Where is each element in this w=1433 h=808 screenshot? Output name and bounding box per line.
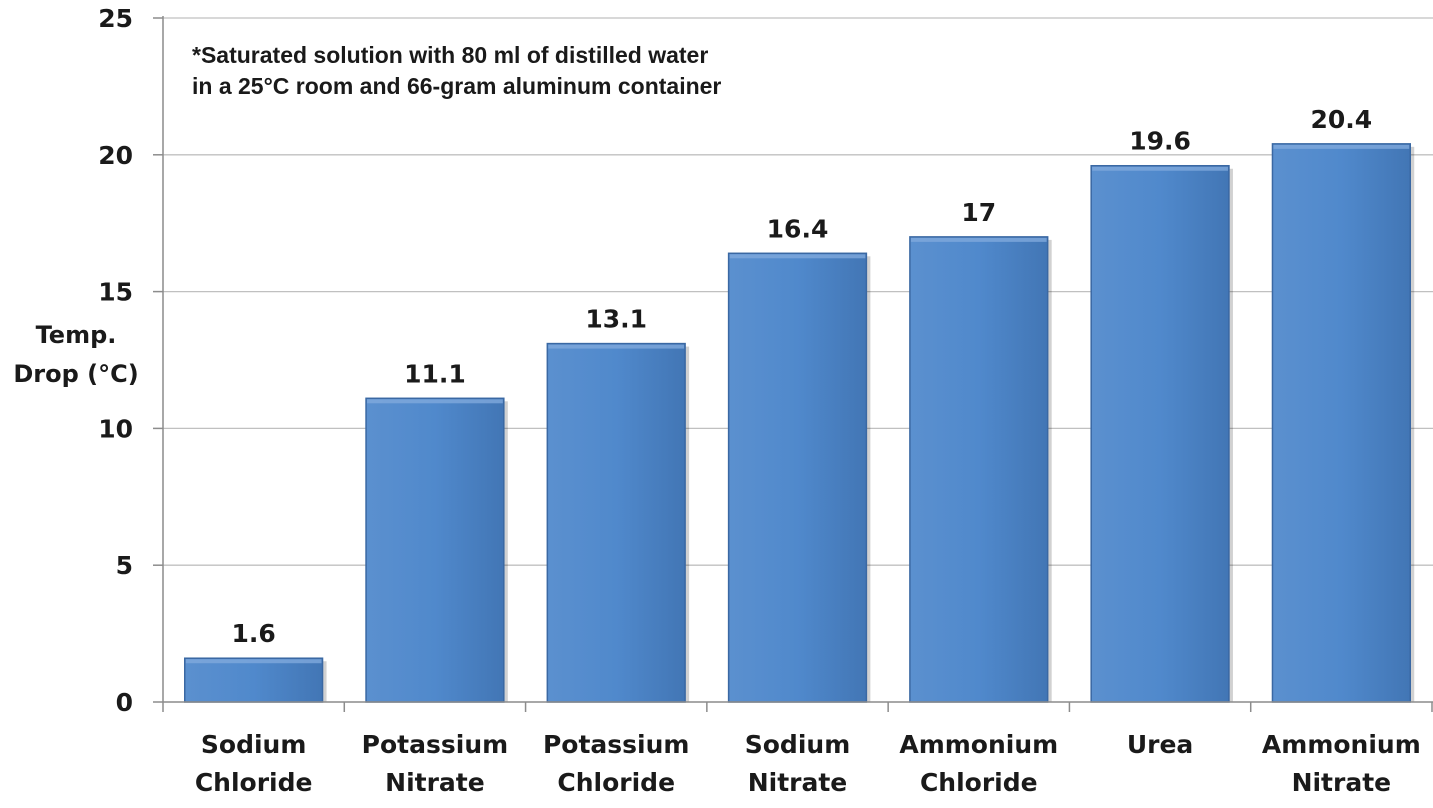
x-tick-label-line: Potassium	[543, 730, 690, 759]
bar-highlight	[729, 254, 866, 259]
axes	[153, 16, 1433, 712]
labels: 0 5 10 15 20 25 1.6 Sodium Chloride 11.1 Potassium…	[13, 4, 1420, 797]
bar	[909, 236, 1049, 703]
bar	[1090, 164, 1230, 703]
y-tick-label: 0	[116, 688, 133, 717]
x-tick-label-line: Ammonium	[899, 730, 1058, 759]
bar	[365, 397, 505, 703]
x-tick-label-line: Chloride	[195, 768, 313, 797]
data-label: 13.1	[585, 305, 647, 334]
bar	[546, 342, 686, 703]
x-tick-label-line: Nitrate	[385, 768, 485, 797]
chart-annotation: *Saturated solution with 80 ml of distil…	[192, 42, 721, 99]
x-tick-label-line: Sodium	[745, 730, 851, 759]
data-label: 17	[961, 198, 996, 227]
x-tick-label-line: Nitrate	[748, 768, 848, 797]
annotation-line: in a 25°C room and 66-gram aluminum cont…	[192, 73, 721, 99]
bar	[184, 657, 324, 703]
x-tick-label: Potassium Nitrate	[362, 730, 509, 797]
x-tick-label: Ammonium Nitrate	[1262, 730, 1421, 797]
x-tick-label-line: Ammonium	[1262, 730, 1421, 759]
x-tick-label-line: Potassium	[362, 730, 509, 759]
data-label: 16.4	[767, 214, 829, 243]
x-tick-label: Ammonium Chloride	[899, 730, 1058, 797]
data-label: 20.4	[1311, 105, 1373, 134]
bar-highlight	[185, 659, 322, 664]
y-tick-label: 10	[98, 414, 133, 443]
y-axis-label-line: Drop (°C)	[13, 360, 138, 388]
y-tick-label: 25	[98, 4, 133, 33]
y-tick-label: 20	[98, 141, 133, 170]
x-tick-label-line: Urea	[1127, 730, 1193, 759]
x-tick-label-line: Sodium	[201, 730, 307, 759]
y-axis-label-line: Temp.	[36, 321, 117, 349]
x-tick-label-line: Chloride	[920, 768, 1038, 797]
y-axis-label: Temp. Drop (°C)	[13, 321, 138, 388]
x-tick-label-line: Chloride	[557, 768, 675, 797]
x-tick-label: Potassium Chloride	[543, 730, 690, 797]
x-tick-label: Sodium Nitrate	[745, 730, 851, 797]
y-tick-label: 5	[116, 551, 133, 580]
bar-highlight	[1273, 144, 1410, 149]
bar-highlight	[910, 237, 1047, 242]
bar	[727, 252, 868, 703]
x-tick-label: Sodium Chloride	[195, 730, 313, 797]
annotation-line: *Saturated solution with 80 ml of distil…	[192, 42, 708, 68]
bar-highlight	[367, 399, 503, 404]
data-label: 11.1	[404, 359, 466, 388]
x-tick-label: Urea	[1127, 730, 1193, 759]
data-label: 19.6	[1129, 127, 1191, 156]
bar-highlight	[548, 344, 685, 349]
y-tick-label: 15	[98, 278, 133, 307]
bar	[1271, 143, 1411, 703]
bars	[184, 143, 1415, 703]
data-label: 1.6	[231, 619, 275, 648]
bar-highlight	[1092, 166, 1228, 171]
x-tick-label-line: Nitrate	[1292, 768, 1392, 797]
